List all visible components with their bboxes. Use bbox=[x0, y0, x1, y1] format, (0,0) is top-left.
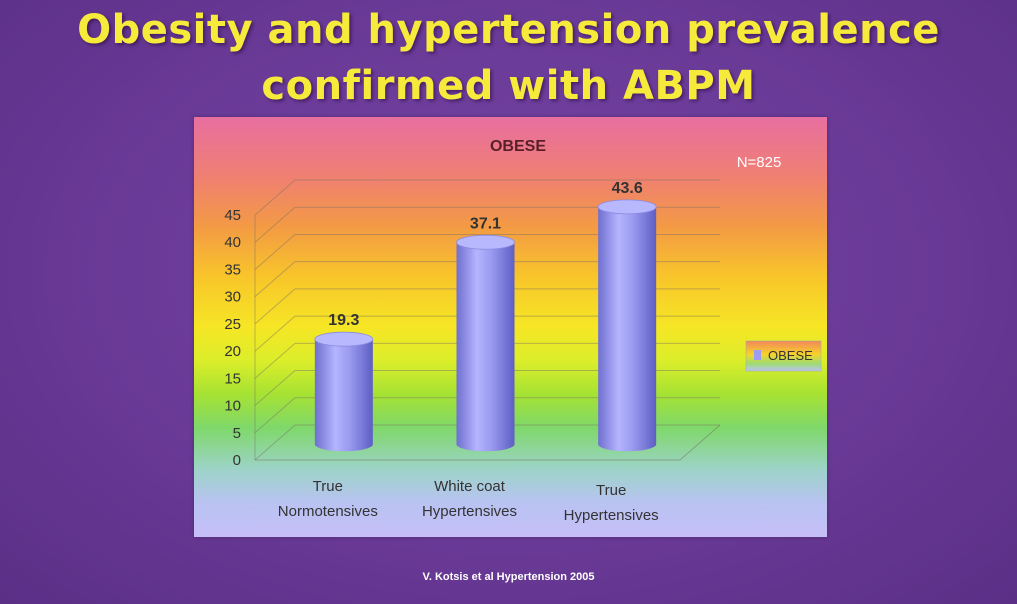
bar-top bbox=[597, 199, 657, 215]
y-tick-label: 0 bbox=[233, 452, 241, 469]
y-tick-label: 15 bbox=[224, 370, 241, 387]
y-tick-label: 20 bbox=[224, 343, 241, 360]
x-category-label: True bbox=[313, 478, 343, 495]
bar-top bbox=[314, 331, 374, 347]
x-category-label: White coat bbox=[434, 478, 506, 495]
x-category-label: True bbox=[596, 482, 626, 499]
bar-0 bbox=[314, 331, 374, 452]
chart-annotation-n: N=825 bbox=[737, 154, 782, 171]
data-label: 43.6 bbox=[612, 180, 643, 197]
x-category-label: Normotensives bbox=[278, 503, 378, 520]
gridline bbox=[254, 179, 720, 216]
legend-label: OBESE bbox=[768, 348, 813, 363]
y-tick-label: 10 bbox=[224, 398, 241, 415]
chart-legend: OBESE bbox=[745, 340, 822, 372]
slide-title-line2: confirmed with ABPM bbox=[261, 63, 756, 109]
slide-credit: V. Kotsis et al Hypertension 2005 bbox=[422, 571, 595, 583]
data-label: 37.1 bbox=[470, 215, 501, 232]
gridline bbox=[254, 342, 720, 379]
gridline bbox=[254, 206, 720, 243]
gridline bbox=[254, 261, 720, 298]
y-tick-label: 35 bbox=[224, 261, 241, 278]
y-tick-label: 5 bbox=[233, 425, 241, 442]
bar-body bbox=[456, 242, 515, 452]
bar-body bbox=[314, 339, 373, 452]
bar-top bbox=[456, 234, 515, 250]
bar-2 bbox=[597, 199, 657, 452]
legend-swatch bbox=[754, 350, 761, 360]
x-category-label: Hypertensives bbox=[564, 507, 659, 524]
floor-edge bbox=[255, 424, 721, 461]
y-tick-label: 25 bbox=[224, 316, 241, 333]
bar-1 bbox=[456, 234, 515, 452]
chart-title: OBESE bbox=[490, 138, 546, 155]
y-tick-label: 30 bbox=[224, 289, 241, 306]
gridline bbox=[254, 315, 720, 352]
y-tick-label: 45 bbox=[224, 207, 241, 224]
slide-title-line1: Obesity and hypertension prevalence bbox=[77, 7, 940, 53]
y-tick-label: 40 bbox=[224, 234, 241, 251]
bar-body bbox=[598, 206, 657, 452]
gridline bbox=[254, 424, 720, 461]
gridline bbox=[254, 288, 720, 325]
data-label: 19.3 bbox=[328, 312, 359, 329]
gridline bbox=[254, 233, 720, 270]
gridline bbox=[254, 397, 720, 434]
x-category-label: Hypertensives bbox=[422, 503, 517, 520]
gridline bbox=[254, 370, 720, 406]
